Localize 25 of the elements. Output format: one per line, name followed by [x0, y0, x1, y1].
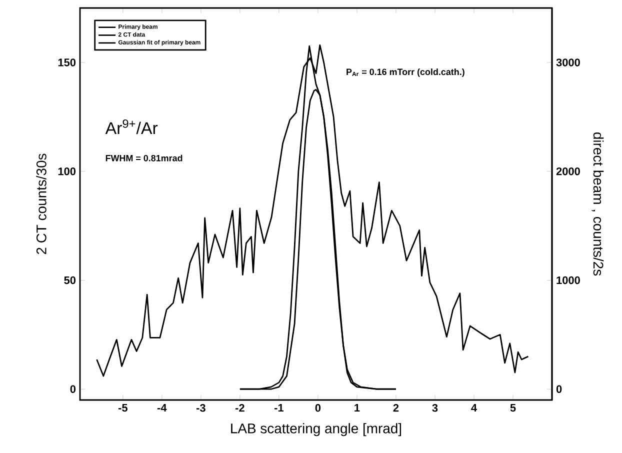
y-tick-label: 100 — [58, 167, 76, 176]
x-tick-label: -5 — [118, 404, 128, 412]
y2-axis-title: direct beam , counts/2s — [592, 132, 604, 276]
y2-tick-label: 3000 — [556, 58, 580, 66]
x-tick-label: 5 — [510, 404, 516, 412]
y2-tick-label: 0 — [556, 385, 562, 393]
y-tick-label: 50 — [64, 276, 76, 284]
annotation: Ar$^{9+}$/Ar — [105, 119, 158, 134]
y-axis-title: 2 CT counts/30s — [36, 154, 46, 254]
x-tick-label: 1 — [354, 404, 360, 412]
x-tick-label: -1 — [274, 404, 284, 412]
x-tick-label: 0 — [315, 404, 321, 412]
annotation: P$_{Ar}$ = 0.16 mTorr (cold.cath.) — [346, 68, 464, 77]
x-tick-label: 3 — [432, 404, 438, 412]
y-tick-label: 0 — [70, 385, 76, 393]
y2-tick-label: 2000 — [556, 167, 580, 176]
y2-tick-label: 1000 — [556, 276, 580, 284]
x-tick-label: -3 — [196, 404, 206, 412]
x-tick-label: -4 — [157, 404, 167, 412]
annotation: FWHM = 0.81mrad — [106, 154, 182, 162]
x-tick-label: 2 — [393, 404, 399, 412]
x-tick-label: -2 — [235, 404, 244, 412]
x-axis-title: LAB scattering angle [mrad] — [231, 423, 402, 436]
y-tick-label: 150 — [58, 58, 76, 66]
x-tick-label: 4 — [471, 404, 477, 412]
